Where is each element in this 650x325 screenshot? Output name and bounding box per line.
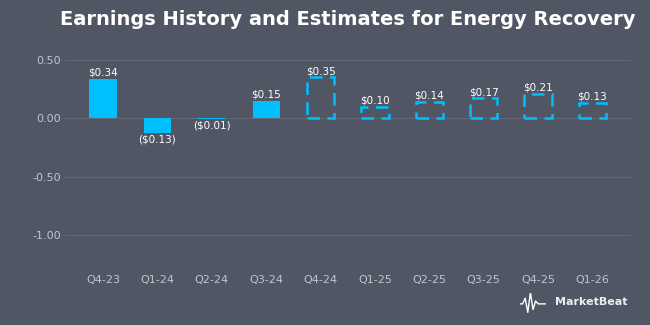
Bar (198, 118, 226, 119)
Bar (579, 103, 606, 118)
Bar (470, 98, 497, 118)
Bar (307, 77, 334, 118)
Title: Earnings History and Estimates for Energy Recovery: Earnings History and Estimates for Energ… (60, 10, 636, 29)
Text: ($0.13): ($0.13) (138, 135, 176, 145)
Text: $0.34: $0.34 (88, 67, 118, 77)
Text: $0.17: $0.17 (469, 87, 499, 97)
Bar (525, 94, 552, 118)
Bar (90, 79, 116, 118)
Text: $0.21: $0.21 (523, 82, 553, 92)
Text: $0.10: $0.10 (360, 95, 390, 105)
Text: $0.35: $0.35 (306, 66, 335, 76)
Text: $0.15: $0.15 (252, 89, 281, 99)
Bar (144, 118, 171, 133)
Text: $0.13: $0.13 (578, 92, 607, 102)
Text: ($0.01): ($0.01) (193, 121, 231, 131)
Text: $0.14: $0.14 (415, 91, 444, 100)
Bar (253, 101, 280, 118)
Text: MarketBeat: MarketBeat (554, 297, 627, 307)
Bar (416, 102, 443, 118)
Bar (361, 107, 389, 118)
